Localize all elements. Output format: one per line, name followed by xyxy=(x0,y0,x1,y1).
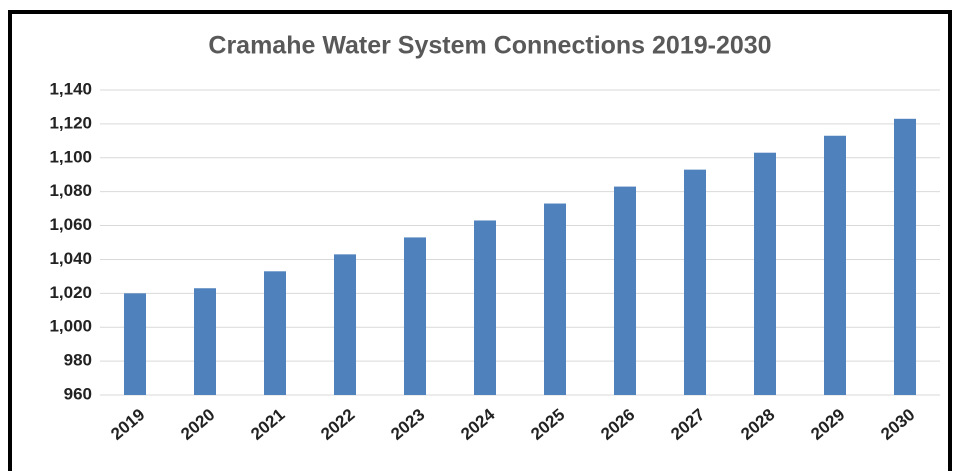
y-tick-label: 1,120 xyxy=(49,113,92,132)
bar xyxy=(194,288,216,395)
bar xyxy=(124,293,146,395)
bar xyxy=(894,118,916,396)
y-tick-label: 1,040 xyxy=(49,249,92,268)
bar xyxy=(754,152,776,395)
bar xyxy=(824,135,846,395)
bar xyxy=(614,186,636,395)
y-tick-label: 1,080 xyxy=(49,181,92,200)
y-tick-label: 980 xyxy=(64,351,92,370)
bar xyxy=(404,237,426,395)
chart-title: Cramahe Water System Connections 2019-20… xyxy=(208,32,771,60)
bar xyxy=(684,169,706,395)
y-tick-label: 1,140 xyxy=(49,79,92,98)
y-tick-label: 1,000 xyxy=(49,317,92,336)
y-tick-label: 960 xyxy=(64,384,92,403)
bar xyxy=(474,220,496,395)
bar xyxy=(334,254,356,395)
bar xyxy=(264,271,286,395)
y-tick-label: 1,100 xyxy=(49,147,92,166)
bar xyxy=(544,203,566,395)
y-tick-label: 1,020 xyxy=(49,283,92,302)
y-tick-label: 1,060 xyxy=(49,215,92,234)
